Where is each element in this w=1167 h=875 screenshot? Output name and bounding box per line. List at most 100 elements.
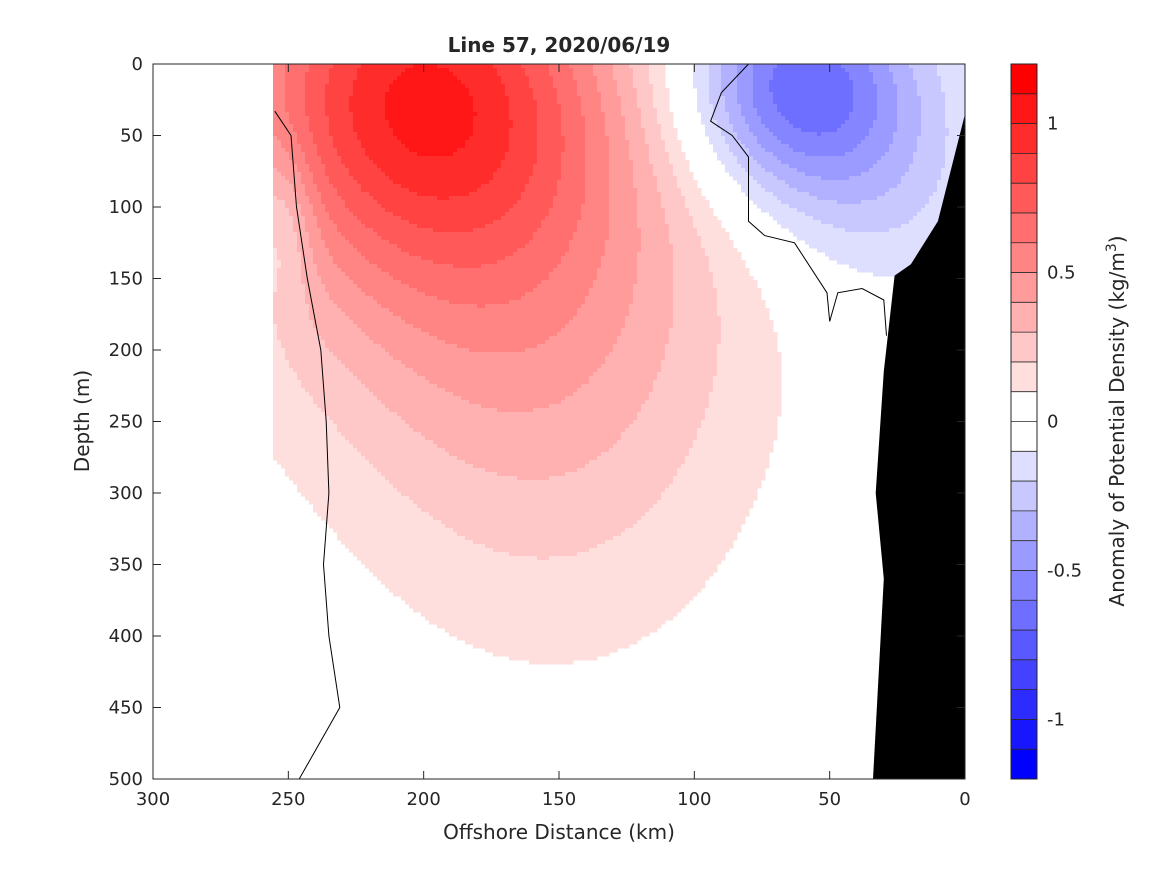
contour-cell [305,348,310,353]
contour-cell [301,380,306,385]
contour-cell [425,184,430,189]
contour-cell [337,140,342,145]
contour-cell [273,64,278,69]
contour-cell [381,484,386,489]
contour-cell [401,236,406,241]
contour-cell [429,256,434,261]
contour-cell [349,324,354,329]
contour-cell [293,108,298,113]
contour-cell [381,296,386,301]
contour-cell [393,164,398,169]
contour-cell [325,348,330,353]
contour-cell [369,392,374,397]
contour-cell [417,220,422,225]
contour-cell [425,360,430,365]
contour-cell [405,336,410,341]
contour-cell [341,116,346,121]
contour-cell [421,368,426,373]
contour-cell [341,120,346,125]
contour-cell [333,416,338,421]
contour-cell [309,396,314,401]
contour-cell [373,332,378,337]
contour-cell [297,140,302,145]
contour-cell [393,516,398,521]
contour-cell [361,412,366,417]
contour-cell [345,144,350,149]
contour-cell [317,280,322,285]
contour-cell [337,380,342,385]
contour-cell [329,372,334,377]
contour-cell [361,384,366,389]
contour-cell [393,348,398,353]
contour-cell [333,384,338,389]
contour-cell [385,344,390,349]
contour-cell [321,160,326,165]
contour-cell [405,152,410,157]
contour-cell [293,84,298,89]
contour-cell [305,464,310,469]
contour-cell [365,440,370,445]
contour-cell [317,124,322,129]
contour-cell [325,308,330,313]
contour-cell [305,312,310,317]
contour-cell [397,384,402,389]
contour-cell [285,468,290,473]
contour-cell [433,380,438,385]
contour-cell [397,408,402,413]
contour-cell [337,476,342,481]
contour-cell [277,208,282,213]
contour-cell [413,212,418,217]
contour-cell [293,120,298,125]
contour-cell [413,516,418,521]
contour-cell [277,252,282,257]
contour-cell [353,236,358,241]
contour-cell [301,208,306,213]
contour-cell [353,304,358,309]
contour-cell [385,336,390,341]
contour-cell [301,400,306,405]
contour-cell [329,72,334,77]
contour-cell [297,400,302,405]
contour-cell [401,128,406,133]
contour-cell [393,128,398,133]
contour-cell [293,104,298,109]
contour-cell [329,348,334,353]
contour-cell [381,440,386,445]
contour-cell [357,108,362,113]
contour-cell [325,424,330,429]
contour-cell [329,320,334,325]
contour-cell [345,248,350,253]
contour-cell [413,336,418,341]
contour-cell [273,132,278,137]
contour-cell [325,64,330,69]
contour-cell [377,260,382,265]
contour-cell [349,80,354,85]
contour-cell [417,568,422,573]
contour-cell [321,204,326,209]
contour-cell [397,592,402,597]
contour-cell [281,128,286,133]
contour-cell [305,376,310,381]
contour-cell [325,196,330,201]
contour-cell [425,540,430,545]
contour-cell [413,232,418,237]
contour-cell [281,296,286,301]
contour-cell [365,80,370,85]
contour-cell [301,408,306,413]
contour-cell [297,308,302,313]
contour-cell [405,296,410,301]
contour-cell [377,324,382,329]
contour-cell [317,440,322,445]
contour-cell [389,236,394,241]
contour-cell [389,568,394,573]
contour-cell [333,208,338,213]
contour-cell [293,156,298,161]
contour-cell [389,336,394,341]
contour-cell [425,160,430,165]
contour-cell [321,484,326,489]
contour-cell [401,316,406,321]
contour-cell [273,308,278,313]
contour-cell [305,332,310,337]
contour-cell [373,160,378,165]
contour-cell [349,256,354,261]
